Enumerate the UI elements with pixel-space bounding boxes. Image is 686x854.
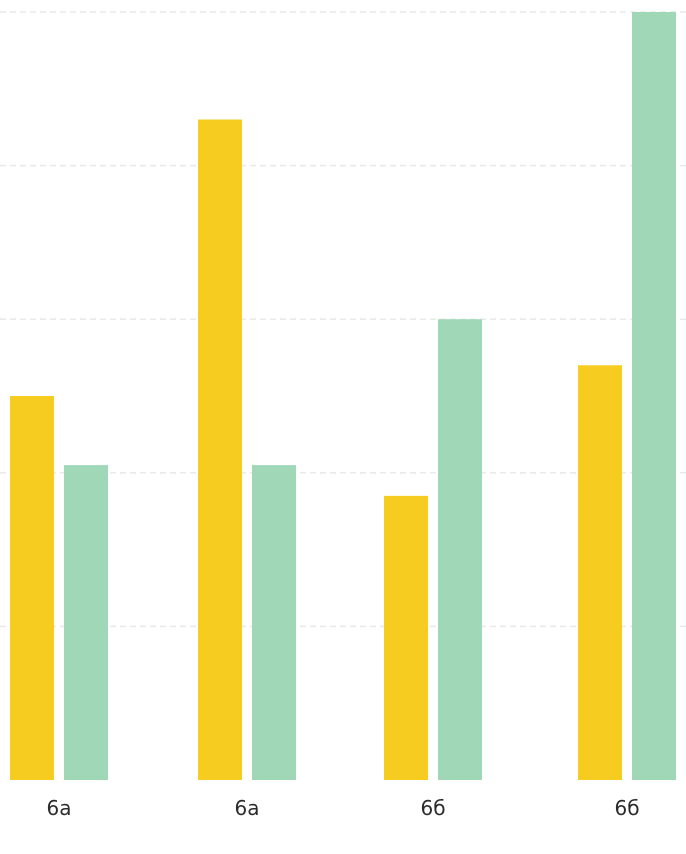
x-tick-label: 6a: [235, 796, 260, 820]
bar-yellow-4: [578, 365, 622, 780]
x-tick-label: 6a: [47, 796, 72, 820]
gridlines: [0, 11, 686, 628]
bar-yellow-3: [384, 495, 428, 780]
bar-green-1: [64, 465, 108, 780]
bar-yellow-2: [198, 119, 242, 780]
bar-green-2: [252, 465, 296, 780]
x-tick-label: 6б: [420, 796, 445, 820]
bar-green-4: [632, 12, 676, 780]
bars: [10, 12, 676, 780]
bar-green-3: [438, 319, 482, 780]
bar-yellow-1: [10, 396, 54, 780]
x-tick-labels: 6a 6a 6б 6б: [47, 796, 640, 820]
x-tick-label: 6б: [614, 796, 639, 820]
